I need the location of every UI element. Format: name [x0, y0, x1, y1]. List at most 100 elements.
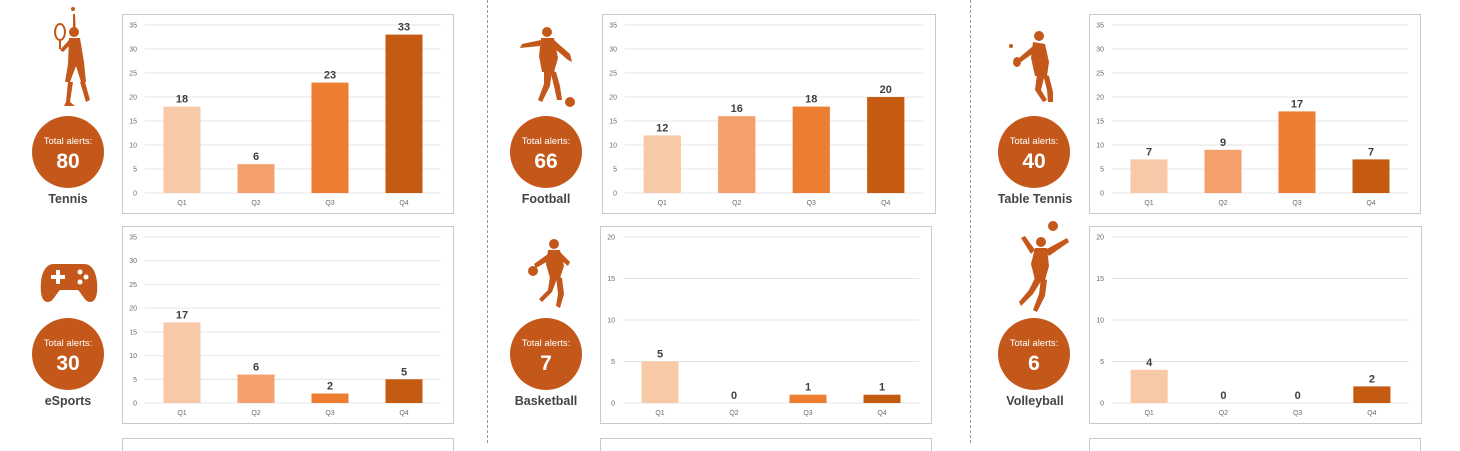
- y-tick-label: 20: [129, 95, 137, 102]
- data-label: 6: [253, 151, 259, 163]
- x-tick-label: Q3: [325, 200, 334, 207]
- total-alerts-label: Total alerts:: [43, 338, 93, 349]
- data-label: 18: [805, 94, 817, 106]
- bar-q4: [1352, 159, 1390, 193]
- data-label: 1: [805, 382, 811, 394]
- y-tick-label: 30: [129, 258, 137, 265]
- sport-name: Volleyball: [1006, 394, 1064, 408]
- x-tick-label: Q3: [1292, 200, 1301, 207]
- x-tick-label: Q1: [1144, 200, 1153, 207]
- bar-q1: [1130, 369, 1168, 403]
- bar-chart-basketball: 0 5 10 15 20 5 Q1 0 Q2 1 Q3 1 Q4: [607, 235, 919, 417]
- bar-chart-volleyball: 0 5 10 15 20 4 Q1 0 Q2 0 Q3 2 Q4: [1096, 235, 1409, 417]
- total-alerts-label: Total alerts:: [43, 136, 93, 147]
- chart-table-tennis: 0 5 10 15 20 25 30 35 7 Q1 9 Q2 17 Q3 7 Q4: [1089, 14, 1421, 214]
- x-tick-label: Q2: [729, 410, 738, 417]
- data-label: 18: [176, 94, 188, 106]
- x-tick-label: Q3: [807, 200, 816, 207]
- bar-q1: [643, 135, 681, 193]
- data-label: 9: [1220, 137, 1226, 149]
- bar-q2: [1204, 149, 1242, 193]
- data-label: 4: [1146, 357, 1153, 369]
- total-alerts-label: Total alerts:: [521, 136, 571, 147]
- panel-table-tennis: Total alerts: 40 Table Tennis 0 5 10 15 20 25…: [975, 6, 1425, 216]
- panel-volleyball: Total alerts: 6 Volleyball 0 5 10 15 20 4 Q1 0 Q…: [975, 218, 1430, 430]
- x-tick-label: Q4: [399, 200, 408, 207]
- chart-basketball: 0 5 10 15 20 5 Q1 0 Q2 1 Q3 1 Q4: [600, 226, 932, 424]
- y-tick-label: 0: [133, 401, 137, 408]
- table-tennis-player-icon: [1009, 31, 1053, 102]
- bar-q2: [237, 374, 275, 403]
- bar-q3: [311, 82, 349, 193]
- y-tick-label: 35: [609, 23, 617, 30]
- bar-chart-tennis: 0 5 10 15 20 25 30 35 18 Q1 6 Q2 23 Q3 33 Q4: [129, 22, 441, 207]
- total-alerts-value: 6: [1028, 352, 1040, 375]
- data-label: 0: [1295, 390, 1301, 402]
- y-tick-label: 20: [1096, 235, 1104, 242]
- data-label: 17: [176, 309, 188, 321]
- y-tick-label: 15: [129, 119, 137, 126]
- y-tick-label: 10: [1096, 318, 1104, 325]
- total-alerts-badge: Total alerts: 80: [32, 116, 104, 188]
- y-tick-label: 25: [1096, 71, 1104, 78]
- bar-q3: [311, 393, 349, 403]
- x-tick-label: Q4: [881, 200, 890, 207]
- bar-q3: [792, 106, 830, 193]
- volleyball-player-icon: [1019, 221, 1069, 312]
- x-tick-label: Q3: [325, 410, 334, 417]
- y-tick-label: 15: [1096, 276, 1104, 283]
- y-tick-label: 0: [133, 191, 137, 198]
- total-alerts-badge: Total alerts: 30: [32, 318, 104, 390]
- total-alerts-value: 7: [540, 352, 552, 375]
- next-row-chart-stub-2: [600, 438, 932, 451]
- data-label: 5: [657, 349, 663, 361]
- y-tick-label: 5: [133, 167, 137, 174]
- x-tick-label: Q2: [1218, 200, 1227, 207]
- x-tick-label: Q1: [177, 200, 186, 207]
- x-tick-label: Q1: [1144, 410, 1153, 417]
- football-player-icon: [520, 27, 575, 107]
- bar-chart-table-tennis: 0 5 10 15 20 25 30 35 7 Q1 9 Q2 17 Q3 7 Q4: [1096, 23, 1408, 207]
- bar-q3: [1278, 111, 1316, 193]
- y-tick-label: 20: [129, 306, 137, 313]
- y-tick-label: 30: [1096, 47, 1104, 54]
- data-label: 23: [324, 70, 336, 82]
- x-tick-label: Q4: [1366, 200, 1375, 207]
- data-label: 2: [327, 381, 333, 393]
- x-tick-label: Q2: [732, 200, 741, 207]
- basketball-player-icon: [528, 239, 570, 308]
- chart-tennis: 0 5 10 15 20 25 30 35 18 Q1 6 Q2 23 Q3 33 Q4: [122, 14, 454, 214]
- data-label: 17: [1291, 98, 1303, 110]
- gamepad-icon: [40, 264, 98, 302]
- y-tick-label: 25: [609, 71, 617, 78]
- bar-q4: [1353, 386, 1391, 403]
- total-alerts-badge: Total alerts: 7: [510, 318, 582, 390]
- bar-q2: [718, 116, 756, 193]
- data-label: 7: [1368, 146, 1374, 158]
- total-alerts-badge: Total alerts: 66: [510, 116, 582, 188]
- total-alerts-badge: Total alerts: 6: [998, 318, 1070, 390]
- total-alerts-value: 30: [56, 352, 80, 375]
- data-label: 0: [731, 390, 737, 402]
- x-tick-label: Q1: [177, 410, 186, 417]
- y-tick-label: 15: [1096, 119, 1104, 126]
- chart-esports: 0 5 10 15 20 25 30 35 17 Q1 6 Q2 2 Q3 5 Q4: [122, 226, 454, 424]
- panel-basketball: Total alerts: 7 Basketball 0 5 10 15 20 5 Q1 0 Q…: [490, 218, 940, 430]
- y-tick-label: 0: [1100, 401, 1104, 408]
- x-tick-label: Q3: [1293, 410, 1302, 417]
- bar-q1: [163, 322, 201, 403]
- y-tick-label: 30: [609, 47, 617, 54]
- next-row-chart-stub-1: [122, 438, 454, 451]
- sport-name: Table Tennis: [997, 192, 1073, 206]
- y-tick-label: 5: [1100, 359, 1104, 366]
- x-tick-label: Q4: [1367, 410, 1376, 417]
- sport-name: Tennis: [48, 192, 88, 206]
- x-tick-label: Q3: [803, 410, 812, 417]
- y-tick-label: 5: [611, 359, 615, 366]
- y-tick-label: 10: [609, 143, 617, 150]
- data-label: 2: [1369, 373, 1375, 385]
- column-divider-2: [970, 0, 971, 443]
- x-tick-label: Q2: [1219, 410, 1228, 417]
- y-tick-label: 10: [607, 318, 615, 325]
- y-tick-label: 20: [1096, 95, 1104, 102]
